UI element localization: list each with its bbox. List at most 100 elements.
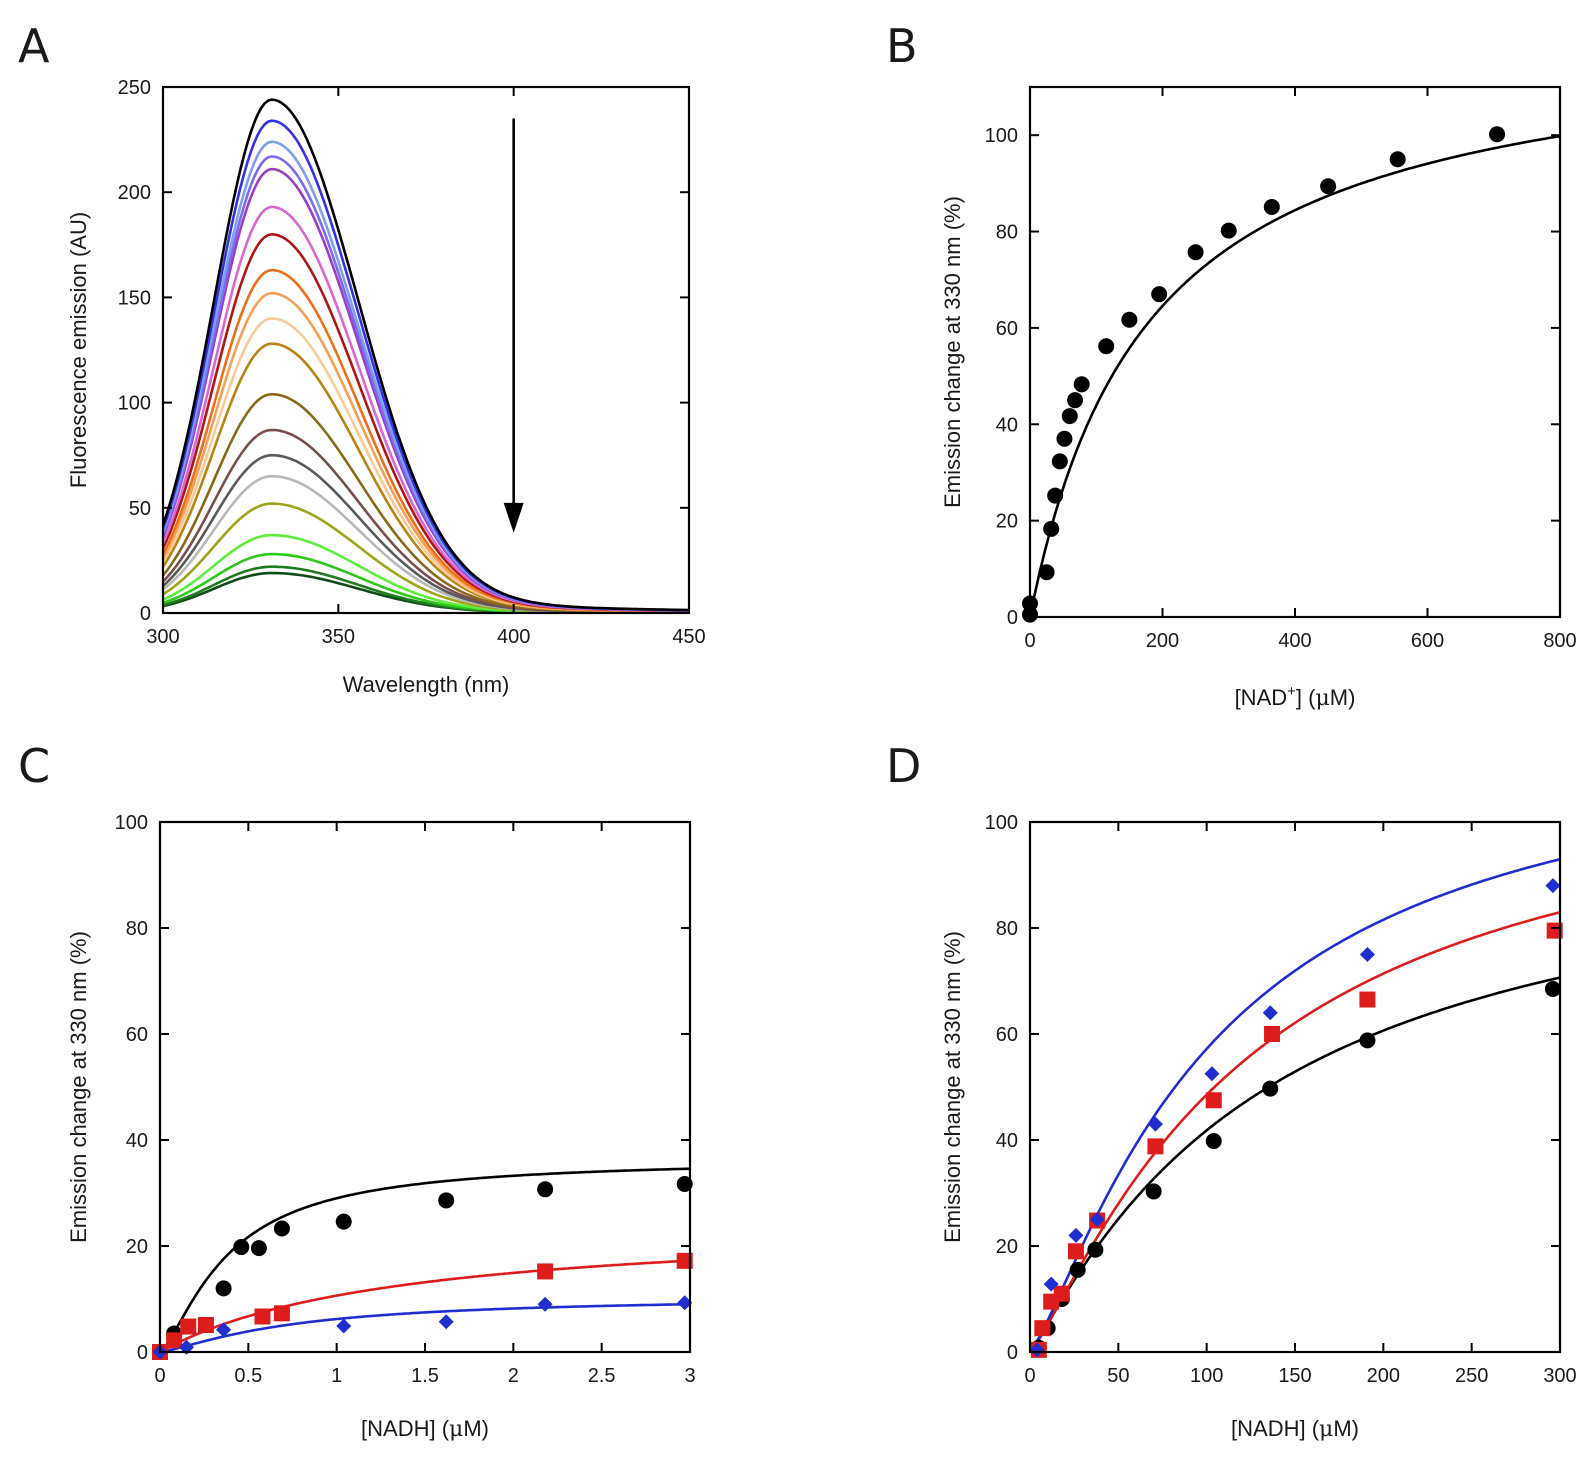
panel-a-y-tick-label: 50 [129, 498, 151, 520]
panel-c-fit-curve-blue [159, 1302, 691, 1354]
panel-d-y-tick-label: 100 [985, 812, 1018, 834]
panel-b-NADplus-data-point [1051, 453, 1068, 470]
panel-d-blue-data-point [1262, 1005, 1278, 1021]
panel-b-y-tick-label: 40 [996, 414, 1018, 436]
panel-c-plot-area [152, 1167, 693, 1360]
panel-c-red-data-point [166, 1332, 183, 1349]
panel-c-x-tick-label: 2.5 [588, 1365, 616, 1387]
panel-b-x-tick-label: 800 [1543, 630, 1576, 652]
panel-c-x-tick-label: 3 [684, 1365, 695, 1387]
panel-d-fit-curve-blue [1034, 858, 1561, 1346]
panel-d-black-data-point [1359, 1032, 1376, 1049]
panel-c-frame [158, 820, 692, 1354]
panel-a-arrow-head [503, 502, 524, 533]
panel-c-y-tick-label: 60 [126, 1024, 148, 1046]
panel-c-y-tick-label: 100 [115, 812, 148, 834]
panel-d-x-axis-title-mu: μ [1319, 1417, 1333, 1442]
panel-b-NADplus-data-point [1043, 520, 1060, 537]
panel-d-black-data-point [1145, 1183, 1162, 1200]
panel-d-fit-curve-black [1034, 976, 1561, 1345]
panel-d-y-tick-label: 80 [996, 918, 1018, 940]
panel-c-x-tick-label: 0.5 [234, 1365, 262, 1387]
panel-b-x-tick-label: 0 [1024, 630, 1035, 652]
panel-d-x-axis-title-part: [NADH] ( [1231, 1416, 1320, 1441]
panel-c-blue-data-point [677, 1295, 693, 1311]
panel-d-ticks: 0 50 100 150 200 250 300 0 20 40 60 80 100 [985, 812, 1577, 1387]
panel-label-c: C [18, 739, 50, 793]
panel-d-x-tick-label: 50 [1107, 1365, 1129, 1387]
panel-c-black-data-point [273, 1220, 290, 1237]
panel-d-blue-data-point [1545, 878, 1561, 894]
panel-a-y-tick-label: 250 [118, 77, 151, 99]
panel-a-frame [161, 85, 691, 615]
panel-d-blue-data-point [1359, 947, 1375, 962]
panel-c-x-tick-label: 2 [508, 1365, 519, 1387]
panel-b-NADplus-data-point [1187, 244, 1204, 261]
panel-d-x-tick-label: 150 [1278, 1365, 1311, 1387]
panel-a-y-tick-label: 0 [140, 603, 151, 625]
panel-b-y-tick-label: 0 [1007, 607, 1018, 629]
panel-d-blue-data-point [1089, 1212, 1105, 1227]
panel-b-NADplus-data-point [1263, 198, 1280, 215]
chart-panel-b: 0 200 400 600 800 0 20 40 60 80 100 [NAD+] (μM) Em… [940, 85, 1577, 711]
panel-d-red-data-point [1067, 1243, 1084, 1260]
panel-c-black-data-point [335, 1213, 352, 1230]
panel-a-series-group [163, 98, 689, 613]
panel-d-x-tick-label: 300 [1543, 1365, 1576, 1387]
panel-b-NADplus-data-point [1320, 178, 1337, 195]
panel-c-black-data-point [537, 1181, 554, 1198]
panel-d-x-axis-title-part: M) [1333, 1416, 1359, 1441]
panel-d-blue-data-point [1147, 1116, 1163, 1132]
panel-c-fit-curve-red [159, 1259, 691, 1354]
panel-b-NADplus-data-point [1038, 564, 1055, 581]
panel-c-black-data-point [676, 1175, 693, 1192]
panel-a-x-tick-label: 400 [497, 626, 530, 648]
panel-b-NADplus-data-point [1098, 338, 1115, 355]
panel-a-y-tick-label: 200 [118, 182, 151, 204]
panel-c-blue-data-point [537, 1296, 553, 1312]
panel-c-y-tick-label: 80 [126, 918, 148, 940]
panel-b-NADplus-data-point [1073, 376, 1090, 393]
panel-d-x-tick-label: 0 [1024, 1365, 1035, 1387]
panel-c-x-tick-label: 1.5 [411, 1365, 439, 1387]
panel-b-NADplus-data-point [1389, 151, 1406, 168]
panel-b-NADplus-data-point [1121, 311, 1138, 328]
panel-b-NADplus-data-point [1047, 487, 1064, 504]
panel-d-black-data-point [1262, 1080, 1279, 1097]
panel-c-blue-data-point [216, 1322, 232, 1338]
panel-b-y-tick-label: 20 [996, 511, 1018, 533]
panel-c-red-data-point [254, 1308, 271, 1325]
panel-b-x-axis-title-part: [NAD [1235, 685, 1288, 710]
panel-c-x-tick-label: 0 [154, 1365, 165, 1387]
panel-d-blue-data-point [1043, 1276, 1059, 1292]
panel-c-red-data-point [537, 1263, 554, 1280]
panel-d-y-tick-label: 40 [996, 1130, 1018, 1152]
chart-panel-c: 0 0.5 1 1.5 2 2.5 3 0 20 40 60 80 100 [NADH] (μM) Em… [66, 812, 696, 1442]
panel-b-x-axis-title: [NAD+] (μM) [1235, 683, 1356, 711]
panel-d-frame [1028, 820, 1562, 1354]
panel-c-blue-data-point [336, 1318, 352, 1334]
panel-a-y-tick-label: 100 [118, 393, 151, 415]
panel-d-black-data-point [1544, 980, 1561, 997]
panel-c-black-data-point [233, 1239, 250, 1256]
panel-a-spectrum-line [163, 268, 689, 613]
panel-d-x-tick-label: 250 [1455, 1365, 1488, 1387]
panel-b-x-axis-title-superscript: + [1287, 683, 1296, 700]
panel-d-x-tick-label: 100 [1190, 1365, 1223, 1387]
panel-d-black-data-point [1087, 1241, 1104, 1258]
panel-d-red-data-point [1053, 1285, 1070, 1302]
panel-a-spectrum-line [163, 98, 689, 612]
panel-c-y-axis-title: Emission change at 330 nm (%) [66, 931, 91, 1243]
panel-a-x-tick-label: 450 [672, 626, 705, 648]
panel-d-y-tick-label: 60 [996, 1024, 1018, 1046]
panel-d-red-data-point [1034, 1320, 1051, 1337]
panel-b-y-tick-label: 80 [996, 222, 1018, 244]
panel-c-red-data-point [197, 1316, 214, 1333]
panel-c-black-data-point [250, 1240, 267, 1257]
panel-label-d: D [886, 739, 921, 793]
panel-label-b: B [886, 19, 918, 73]
panel-b-x-axis-title-mu: μ [1315, 686, 1329, 711]
panel-c-blue-data-point [438, 1314, 454, 1330]
panel-b-NADplus-data-point [1067, 392, 1084, 409]
panel-a-x-tick-label: 300 [146, 626, 179, 648]
